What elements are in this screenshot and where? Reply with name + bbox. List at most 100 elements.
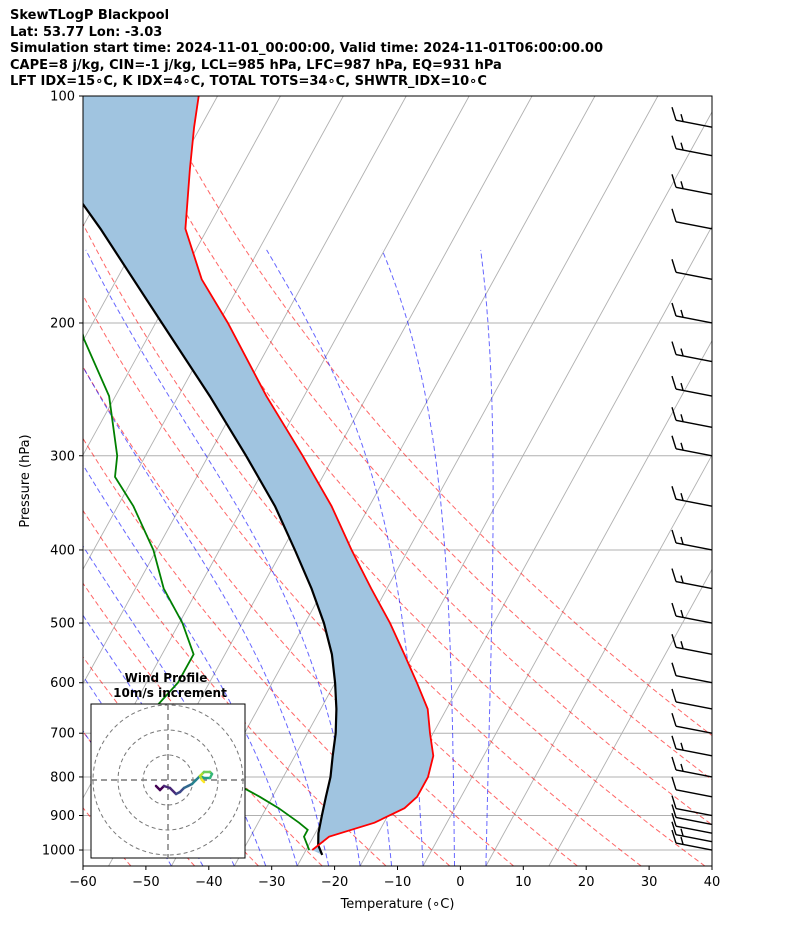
- isotherm-line: [233, 96, 659, 866]
- moist-adiabat-line: [83, 545, 267, 866]
- wind-barb-staff: [675, 119, 713, 128]
- wind-barb-half-flag: [680, 828, 684, 836]
- y-tick-label: 500: [50, 617, 75, 632]
- axes-frame: −60 −50 −40 −30 −20 −10 0 10 20 30 40 100 200 300 400 5…: [42, 90, 720, 891]
- plot-area: [0, 96, 712, 866]
- wind-barb: [671, 486, 713, 507]
- wind-barb: [671, 259, 713, 280]
- isotherm-line: [83, 96, 156, 228]
- wind-barb: [671, 713, 713, 734]
- y-tick-label: 100: [50, 90, 75, 105]
- wind-barb: [671, 829, 713, 851]
- wind-barb-half-flag: [680, 641, 684, 649]
- wind-barb: [671, 821, 713, 843]
- x-tick-label: −10: [384, 875, 411, 890]
- hodograph-title: Wind Profile: [125, 671, 208, 685]
- location-label: Lat: 53.77 Lon: -3.03: [10, 24, 163, 40]
- isotherm-line: [83, 96, 407, 685]
- hodograph-segment: [200, 778, 206, 784]
- wind-barb-flag: [671, 302, 677, 317]
- wind-barb: [671, 735, 713, 757]
- wind-barb-flag: [671, 529, 677, 544]
- wind-barb-staff: [675, 816, 713, 826]
- wind-barb-half-flag: [680, 309, 684, 318]
- wind-barb-flag: [671, 795, 677, 809]
- wind-barb: [671, 208, 713, 230]
- dry-adiabat-line: [0, 96, 67, 866]
- wind-barb-flag: [671, 756, 677, 771]
- wind-barb-staff: [675, 789, 713, 798]
- moist-adiabat-line: [266, 249, 424, 866]
- x-tick-label: −40: [195, 875, 222, 890]
- dewpoint-line: [83, 331, 311, 851]
- wind-barb-staff: [675, 221, 713, 230]
- x-tick-label: −50: [132, 875, 159, 890]
- wind-barb-half-flag: [680, 609, 684, 618]
- wind-barb: [671, 568, 713, 590]
- wind-barb-staff: [675, 448, 713, 457]
- y-tick-label: 700: [50, 727, 75, 742]
- wind-barb-half-flag: [680, 382, 684, 391]
- chart-title: SkewTLogP Blackpool: [10, 8, 170, 23]
- x-tick-label: −30: [258, 875, 285, 890]
- wind-barb: [671, 375, 713, 397]
- wind-barb-flag: [671, 568, 677, 582]
- moist-adiabat-line: [83, 365, 330, 866]
- wind-barb: [671, 107, 713, 128]
- wind-barb-flag: [671, 662, 677, 676]
- hodograph-segment: [168, 786, 178, 796]
- wind-barb-staff: [675, 807, 713, 817]
- wind-barb-flag: [671, 602, 677, 617]
- isotherm-line: [422, 339, 712, 866]
- wind-barb: [671, 529, 713, 551]
- wind-barb-flag: [671, 735, 677, 750]
- y-tick-label: 900: [50, 809, 75, 824]
- wind-barb-flag: [671, 208, 677, 222]
- hodograph-inset: [90, 703, 246, 859]
- wind-barb: [671, 756, 713, 778]
- wind-barb-flag: [671, 829, 677, 844]
- x-tick-label: 10: [515, 875, 532, 890]
- dry-adiabat-line: [83, 365, 514, 866]
- wind-barb-staff: [675, 842, 713, 851]
- wind-barb-flag: [671, 107, 677, 121]
- wind-barb-staff: [675, 825, 713, 834]
- wind-barb: [671, 341, 713, 363]
- wind-barb-flag: [671, 821, 677, 835]
- wind-barb: [671, 776, 713, 798]
- x-tick-label: −60: [69, 875, 96, 890]
- wind-barb-flag: [671, 813, 677, 827]
- wind-barb: [671, 662, 713, 684]
- moist-adiabat-line: [83, 464, 298, 866]
- wind-barb-staff: [675, 148, 713, 157]
- wind-barb-flag: [671, 407, 677, 421]
- x-axis-label: Temperature (∘C): [340, 897, 455, 912]
- wind-barb-staff: [675, 580, 713, 590]
- wind-barb-staff: [675, 542, 713, 551]
- chart-header: SkewTLogP Blackpool Lat: 53.77 Lon: -3.0…: [10, 8, 603, 91]
- isotherm-line: [83, 96, 344, 571]
- moist-adiabat-line: [83, 614, 235, 866]
- dry-adiabat-line: [83, 222, 642, 866]
- wind-barb-flag: [671, 776, 677, 791]
- wind-barb-flag: [671, 634, 677, 648]
- dry-adiabat-line: [83, 294, 578, 866]
- wind-barb-half-flag: [680, 442, 684, 450]
- wind-barb: [671, 795, 713, 817]
- wind-barb-half-flag: [680, 142, 684, 150]
- y-tick-label: 200: [50, 316, 75, 331]
- wind-barb-staff: [675, 315, 713, 324]
- wind-barb-staff: [675, 186, 713, 195]
- wind-barb-staff: [675, 353, 713, 363]
- dry-adiabat-line: [122, 96, 712, 781]
- hodograph-plot: [91, 704, 245, 858]
- y-tick-label: 1000: [42, 844, 75, 859]
- y-axis-label: Pressure (hPa): [18, 434, 33, 527]
- wind-barb-flag: [671, 435, 677, 449]
- wind-barb-half-flag: [680, 536, 684, 545]
- y-tick-label: 400: [50, 543, 75, 558]
- wind-barb: [671, 602, 713, 624]
- wind-barb: [671, 435, 713, 457]
- wind-barbs: [671, 107, 713, 851]
